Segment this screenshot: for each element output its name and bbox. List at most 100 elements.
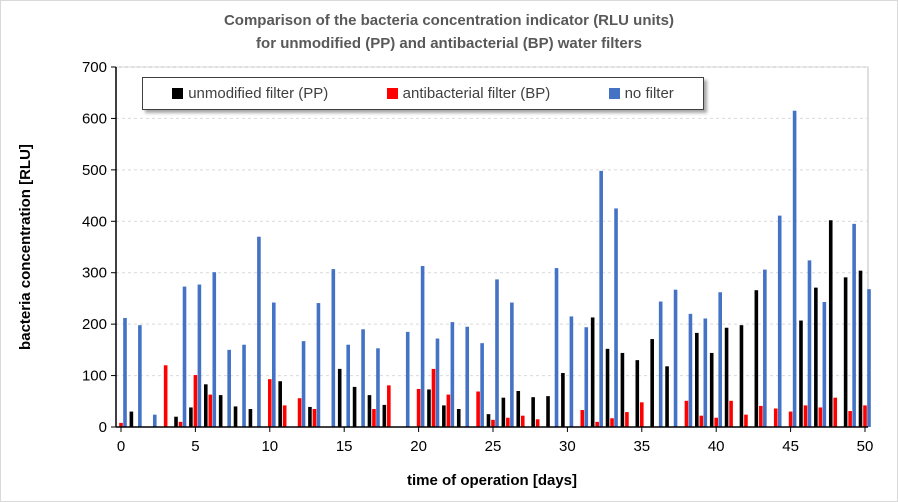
bar-pp (516, 391, 521, 427)
bar-bp (119, 422, 123, 427)
legend-item-no-filter: no filter (608, 85, 674, 102)
bar-no-filter (569, 316, 574, 427)
bar-bp (580, 410, 585, 427)
bar-bp (208, 394, 213, 427)
bar-pp (382, 404, 387, 427)
y-tick-label: 100 (82, 368, 107, 385)
bar-bp (684, 400, 689, 427)
bar-bp (848, 411, 852, 427)
bar-bp (714, 417, 718, 427)
bar-bp (773, 408, 778, 427)
bar-pp (278, 381, 282, 427)
bar-pp (174, 416, 178, 427)
bar-no-filter (316, 303, 321, 427)
bar-bp (699, 415, 704, 427)
legend-item-bp: antibacterial filter (BP) (386, 85, 550, 102)
bar-bp (759, 405, 763, 427)
bar-no-filter (614, 208, 618, 427)
bar-no-filter (331, 269, 336, 427)
bar-no-filter (658, 301, 663, 427)
legend-label-no-filter: no filter (624, 85, 674, 102)
bar-pp (546, 396, 550, 427)
bar-pp (486, 414, 491, 427)
bar-pp (843, 277, 848, 427)
bar-no-filter (301, 341, 306, 427)
bar-bp (833, 397, 838, 427)
legend-swatch-no-filter (608, 88, 620, 99)
bar-pp (739, 325, 744, 427)
bar-bp (416, 388, 421, 427)
bar-no-filter (346, 344, 350, 427)
y-tick-label: 600 (82, 110, 107, 127)
x-tick-label: 50 (857, 438, 874, 455)
bar-pp (233, 406, 238, 427)
bar-no-filter (852, 223, 856, 427)
bar-pp (442, 405, 446, 427)
x-tick-label: 5 (191, 438, 199, 455)
bar-no-filter (867, 289, 871, 427)
x-tick-label: 0 (117, 438, 125, 455)
bar-bp (863, 405, 867, 427)
bar-pp (814, 287, 818, 427)
bar-no-filter (197, 284, 202, 427)
bar-bp (297, 398, 302, 427)
bar-pp (590, 317, 595, 427)
bar-pp (754, 290, 759, 427)
chart-title-line1: Comparison of the bacteria concentration… (223, 12, 675, 29)
x-tick-label: 45 (782, 438, 799, 455)
bar-bp (744, 414, 748, 427)
bar-bp (178, 421, 183, 427)
bar-bp (640, 402, 644, 427)
bar-pp (724, 327, 729, 427)
bar-bp (491, 419, 495, 427)
bar-pp (352, 386, 357, 427)
bar-no-filter (480, 343, 484, 427)
bar-bp (610, 418, 614, 427)
x-tick-label: 10 (261, 438, 278, 455)
bar-no-filter (257, 236, 261, 427)
bar-bp (625, 412, 629, 427)
legend-swatch-bp (386, 88, 398, 99)
bar-bp (431, 368, 436, 427)
bar-pp (635, 360, 640, 427)
bar-no-filter (361, 329, 365, 427)
bar-bp (282, 405, 287, 427)
bar-pp (709, 352, 714, 427)
bar-pp (308, 406, 312, 427)
bar-no-filter (450, 322, 455, 427)
bar-no-filter (554, 268, 559, 427)
bar-pp (203, 384, 208, 427)
bar-pp (858, 270, 863, 427)
bar-no-filter (599, 170, 603, 427)
bar-bp (387, 385, 391, 427)
bar-no-filter (822, 302, 827, 427)
bar-pp (799, 320, 803, 427)
bar-pp (427, 389, 431, 427)
bar-bp (372, 409, 376, 427)
bar-bp (193, 375, 198, 427)
bar-no-filter (807, 260, 812, 427)
bar-pp (189, 407, 193, 427)
legend-item-pp: unmodified filter (PP) (172, 85, 328, 102)
bar-bp (312, 409, 317, 427)
bar-no-filter (138, 325, 142, 427)
bar-no-filter (227, 349, 231, 427)
legend: unmodified filter (PP) antibacterial fil… (142, 77, 704, 110)
bar-no-filter (688, 313, 693, 427)
bar-pp (501, 397, 506, 427)
x-tick-label: 30 (559, 438, 576, 455)
x-axis-label: time of operation [days] (407, 472, 577, 489)
bar-pp (650, 339, 654, 427)
bar-no-filter (152, 414, 157, 427)
bar-no-filter (405, 331, 410, 427)
y-tick-label: 400 (82, 213, 107, 230)
bar-pp (337, 368, 342, 427)
bar-bp (729, 400, 733, 427)
x-tick-label: 15 (336, 438, 353, 455)
bar-pp (605, 348, 610, 427)
bar-no-filter (123, 317, 127, 427)
legend-label-pp: unmodified filter (PP) (188, 85, 329, 102)
bar-no-filter (703, 318, 708, 427)
bar-bp (818, 407, 823, 427)
